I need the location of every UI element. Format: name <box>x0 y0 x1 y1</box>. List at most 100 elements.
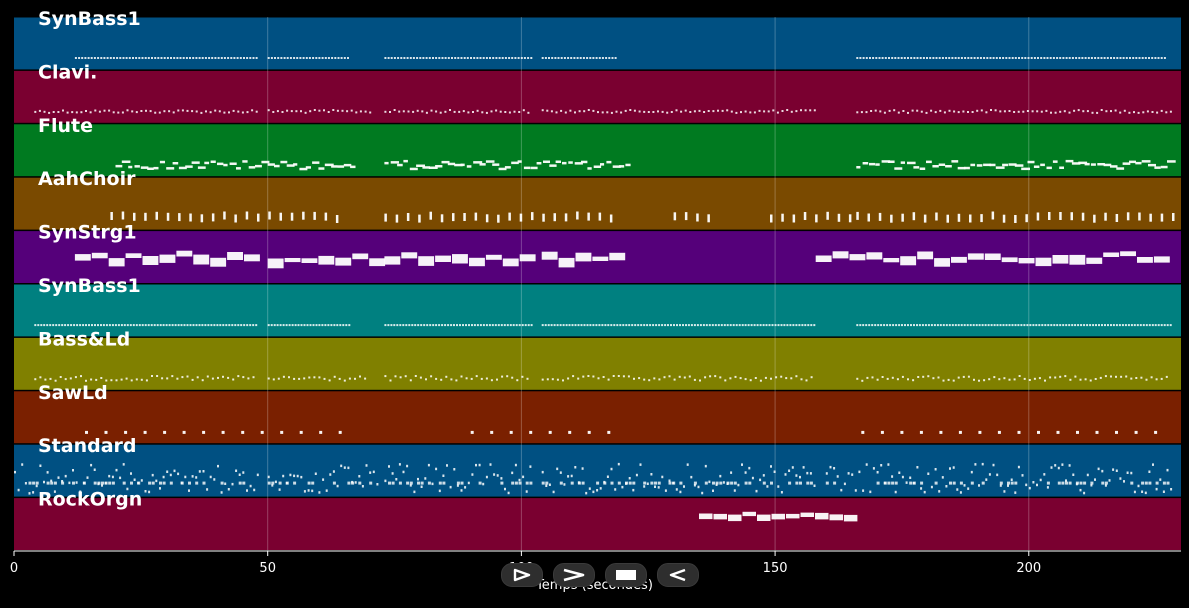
note <box>901 375 904 378</box>
note <box>490 379 493 382</box>
note <box>1090 57 1093 59</box>
note <box>313 376 316 379</box>
note <box>141 324 144 327</box>
note <box>647 111 650 113</box>
note <box>491 324 494 327</box>
note <box>1056 430 1060 434</box>
note <box>189 57 191 59</box>
note <box>649 324 652 327</box>
note <box>115 468 118 472</box>
note <box>934 258 950 267</box>
note <box>576 211 579 220</box>
note <box>330 324 333 327</box>
note <box>601 111 604 114</box>
note <box>970 470 973 474</box>
note <box>633 109 636 112</box>
note <box>335 257 352 266</box>
note <box>405 324 408 327</box>
note <box>545 481 549 485</box>
note <box>514 463 517 467</box>
note <box>182 57 185 59</box>
note <box>770 377 772 380</box>
note <box>1119 57 1122 59</box>
note <box>1137 484 1140 488</box>
note <box>709 375 712 378</box>
note <box>233 57 236 59</box>
note <box>441 324 444 327</box>
note <box>1116 167 1125 170</box>
note <box>1021 474 1024 477</box>
note <box>299 57 302 59</box>
note <box>246 489 248 492</box>
next-button[interactable] <box>553 563 595 587</box>
note <box>800 109 802 112</box>
note <box>878 212 882 221</box>
note <box>1050 466 1053 469</box>
note <box>435 467 438 471</box>
note <box>598 212 602 221</box>
note <box>1154 166 1161 169</box>
note <box>993 324 996 327</box>
note <box>104 430 108 434</box>
note <box>191 475 194 478</box>
note <box>544 57 547 59</box>
note <box>91 324 93 327</box>
note <box>829 514 843 521</box>
note <box>994 109 997 112</box>
note <box>428 166 438 169</box>
note <box>200 111 203 114</box>
note <box>757 514 771 521</box>
note <box>267 258 284 269</box>
note <box>48 111 51 114</box>
note <box>543 160 550 163</box>
note <box>211 57 214 59</box>
note <box>526 377 529 380</box>
note <box>966 324 969 327</box>
note <box>276 110 279 113</box>
note <box>748 466 751 470</box>
note <box>622 324 625 327</box>
note <box>376 483 379 486</box>
note <box>497 214 500 223</box>
note <box>37 324 40 327</box>
note <box>1110 375 1112 378</box>
note <box>512 324 515 327</box>
note <box>234 324 237 327</box>
note <box>504 166 511 169</box>
note <box>324 324 327 327</box>
note <box>195 476 198 479</box>
note <box>388 481 391 485</box>
play-backward-button[interactable] <box>657 563 699 587</box>
note <box>176 250 193 257</box>
note <box>699 513 713 520</box>
note <box>1126 212 1130 221</box>
note <box>450 378 453 381</box>
note <box>552 490 555 494</box>
note <box>1110 324 1112 327</box>
note <box>956 488 959 491</box>
note <box>896 378 899 381</box>
note <box>1028 486 1031 490</box>
note <box>622 375 625 378</box>
note <box>1112 468 1115 471</box>
note <box>352 253 369 260</box>
note <box>420 485 423 488</box>
note <box>589 324 592 327</box>
note <box>177 109 180 112</box>
note <box>722 481 725 484</box>
note <box>166 212 170 221</box>
note <box>249 324 252 327</box>
note <box>1010 478 1013 481</box>
note <box>519 254 536 262</box>
note <box>910 57 913 59</box>
note <box>614 57 617 59</box>
play-forward-button[interactable] <box>501 563 543 587</box>
note <box>592 109 595 112</box>
note <box>939 324 942 327</box>
stop-button[interactable] <box>605 563 647 587</box>
note <box>942 324 945 327</box>
note <box>1145 378 1148 381</box>
note <box>306 324 309 327</box>
note <box>312 161 320 164</box>
